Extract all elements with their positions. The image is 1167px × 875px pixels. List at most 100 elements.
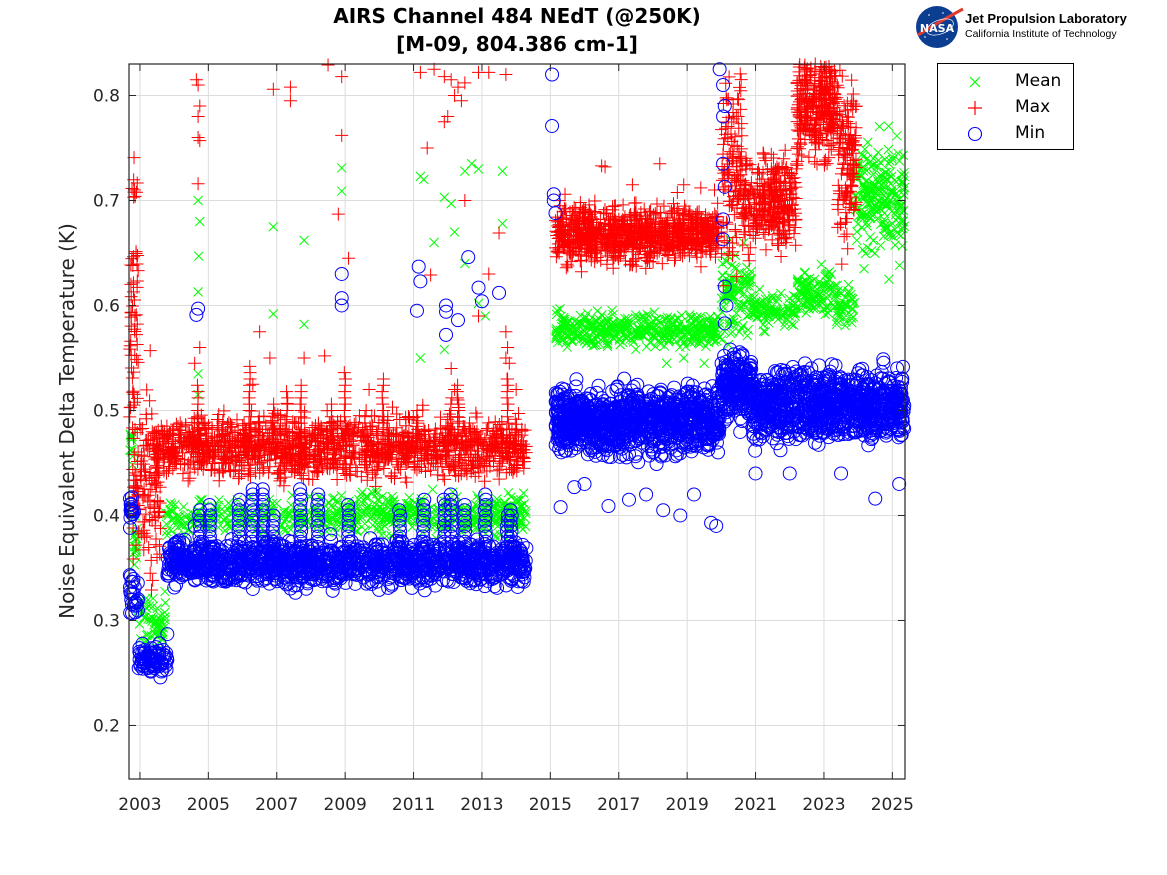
- mean-point: [694, 339, 705, 349]
- max-point: [130, 317, 144, 331]
- max-point: [734, 73, 748, 87]
- mean-point: [648, 330, 658, 341]
- mean-point: [193, 251, 204, 261]
- max-point: [820, 157, 834, 171]
- mean-point: [799, 268, 810, 278]
- mean-point: [372, 524, 383, 534]
- mean-point: [351, 501, 362, 512]
- mean-point: [875, 240, 886, 251]
- nasa-meatball-icon: NASA: [916, 6, 964, 48]
- max-point: [149, 538, 163, 552]
- mean-point: [193, 368, 203, 379]
- max-point: [125, 371, 139, 385]
- max-point: [767, 151, 781, 165]
- mean-point: [388, 495, 399, 505]
- max-point: [774, 249, 788, 263]
- mean-point: [691, 333, 702, 344]
- max-point: [694, 260, 708, 274]
- mean-point: [148, 613, 158, 624]
- mean-point: [581, 338, 592, 349]
- mean-point: [758, 326, 769, 336]
- mean-point: [851, 235, 862, 246]
- mean-point: [156, 625, 167, 635]
- mean-point: [515, 495, 526, 505]
- mean-point: [675, 326, 686, 336]
- mean-point: [879, 208, 890, 219]
- mean-point: [223, 498, 234, 508]
- max-point: [512, 407, 526, 421]
- mean-point: [702, 323, 713, 334]
- max-point: [837, 156, 851, 170]
- mean-point: [166, 506, 177, 517]
- max-point: [144, 553, 158, 567]
- mean-point: [607, 305, 617, 316]
- max-point: [131, 264, 145, 278]
- max-point: [791, 147, 805, 161]
- mean-point: [651, 314, 662, 324]
- mean-point: [134, 619, 145, 629]
- mean-point: [564, 322, 575, 333]
- mean-point: [571, 334, 581, 344]
- mean-point: [662, 312, 673, 323]
- mean-point: [898, 189, 909, 200]
- mean-point: [278, 524, 289, 535]
- mean-point: [816, 259, 827, 270]
- mean-point: [180, 512, 191, 522]
- max-point: [140, 383, 154, 397]
- mean-point: [651, 325, 661, 335]
- mean-point: [520, 508, 531, 519]
- mean-point: [380, 521, 390, 531]
- mean-point: [154, 618, 164, 629]
- mean-point: [567, 323, 578, 334]
- mean-point: [593, 337, 604, 348]
- max-point: [124, 277, 138, 291]
- mean-point: [594, 314, 604, 325]
- mean-point: [298, 513, 308, 523]
- mean-point: [166, 515, 177, 526]
- mean-point: [675, 342, 685, 353]
- max-point: [789, 238, 803, 252]
- max-point: [711, 196, 725, 210]
- mean-point: [299, 235, 309, 246]
- mean-point: [159, 607, 170, 618]
- max-point: [764, 147, 778, 161]
- mean-point: [131, 533, 142, 544]
- mean-point: [726, 260, 737, 271]
- max-point: [469, 406, 483, 420]
- max-point: [181, 474, 195, 488]
- mean-point: [602, 339, 613, 350]
- mean-point: [264, 494, 275, 505]
- mean-point: [699, 358, 710, 369]
- mean-point: [373, 494, 383, 505]
- mean-point: [222, 518, 232, 529]
- mean-point: [760, 326, 771, 337]
- mean-point: [357, 487, 368, 498]
- mean-point: [645, 337, 655, 348]
- max-point: [748, 231, 762, 245]
- mean-point: [742, 330, 753, 341]
- max-point: [772, 239, 786, 253]
- mean-point: [566, 334, 577, 345]
- mean-point: [717, 258, 728, 269]
- mean-point: [874, 121, 885, 132]
- mean-point: [415, 353, 426, 363]
- max-point: [146, 573, 160, 587]
- mean-point: [620, 332, 630, 343]
- mean-point: [367, 520, 378, 531]
- mean-point: [717, 270, 728, 280]
- mean-point: [552, 305, 562, 316]
- mean-point: [582, 308, 593, 319]
- mean-point: [299, 319, 309, 330]
- mean-point: [859, 263, 869, 274]
- max-point: [123, 410, 137, 424]
- mean-point: [503, 487, 514, 498]
- mean-point: [870, 248, 880, 259]
- mean-point: [194, 216, 205, 227]
- mean-point: [570, 315, 581, 326]
- mean-point: [362, 491, 372, 501]
- max-point: [130, 328, 144, 342]
- max-point: [245, 404, 259, 418]
- mean-point: [556, 311, 566, 322]
- mean-point: [625, 334, 636, 344]
- mean-point: [366, 511, 377, 522]
